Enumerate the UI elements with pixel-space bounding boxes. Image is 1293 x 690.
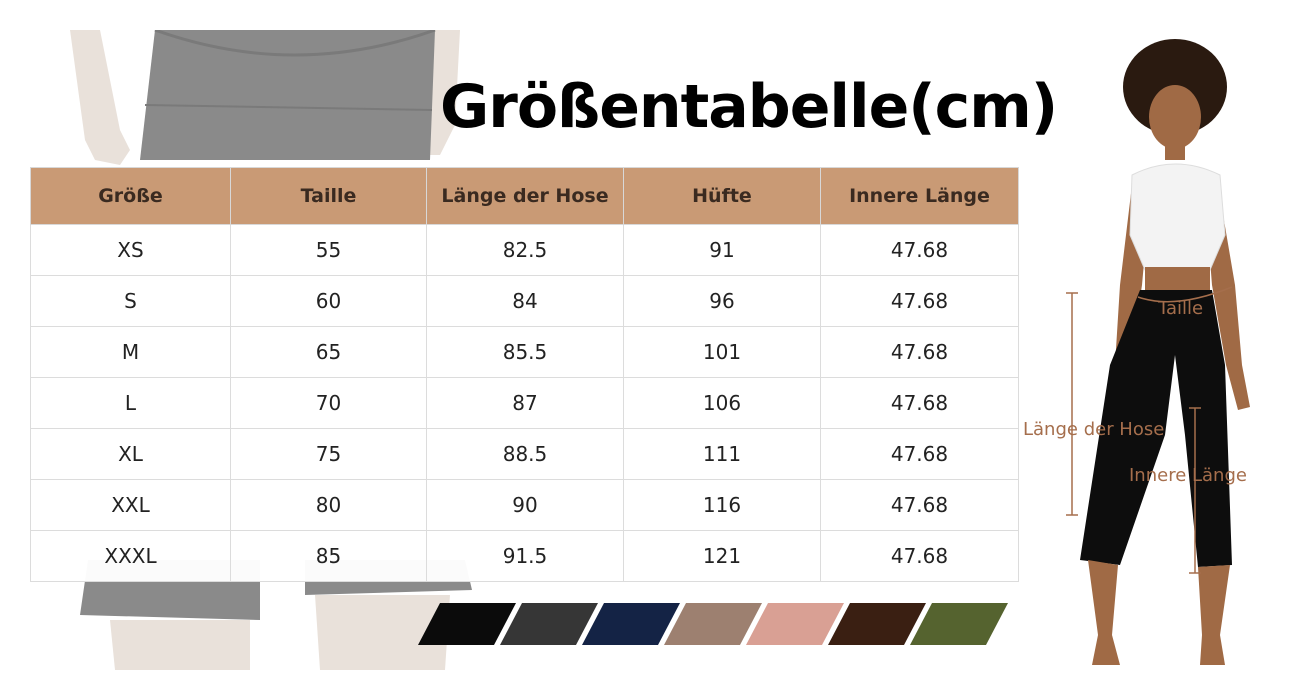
cell-waist: 60: [230, 275, 427, 327]
callout-waist: Taille: [1158, 298, 1204, 319]
cell-size: XXL: [30, 479, 231, 531]
color-swatches: [418, 603, 1008, 645]
color-swatch: [746, 603, 844, 645]
cell-inseam: 47.68: [820, 479, 1019, 531]
table-row: S 60 84 96 47.68: [30, 275, 1019, 327]
cell-waist: 80: [230, 479, 427, 531]
cell-waist: 55: [230, 224, 427, 276]
cell-size: XS: [30, 224, 231, 276]
cell-hip: 121: [623, 530, 821, 582]
black-pants-shape: [1080, 290, 1232, 567]
color-swatch: [910, 603, 1008, 645]
table-row: XS 55 82.5 91 47.68: [30, 224, 1019, 276]
cell-hip: 101: [623, 326, 821, 378]
cell-pants-length: 84: [426, 275, 624, 327]
cell-pants-length: 90: [426, 479, 624, 531]
cell-inseam: 47.68: [820, 530, 1019, 582]
color-swatch: [828, 603, 926, 645]
header-waist: Taille: [230, 167, 427, 225]
cell-waist: 75: [230, 428, 427, 480]
color-swatch: [500, 603, 598, 645]
cell-hip: 111: [623, 428, 821, 480]
cell-size: M: [30, 326, 231, 378]
cell-waist: 65: [230, 326, 427, 378]
table-header-row: Größe Taille Länge der Hose Hüfte Innere…: [30, 167, 1019, 225]
table-row: M 65 85.5 101 47.68: [30, 326, 1019, 378]
left-hand-shape: [70, 30, 130, 165]
cell-pants-length: 91.5: [426, 530, 624, 582]
cell-hip: 96: [623, 275, 821, 327]
table-row: L 70 87 106 47.68: [30, 377, 1019, 429]
header-size: Größe: [30, 167, 231, 225]
cell-size: S: [30, 275, 231, 327]
model-image: [1066, 39, 1250, 665]
cell-waist: 70: [230, 377, 427, 429]
cell-size: XL: [30, 428, 231, 480]
table-row: XXXL 85 91.5 121 47.68: [30, 530, 1019, 582]
cell-inseam: 47.68: [820, 224, 1019, 276]
size-chart-table: Größe Taille Länge der Hose Hüfte Innere…: [30, 167, 1019, 582]
header-hip: Hüfte: [623, 167, 821, 225]
page-title: Größentabelle(cm): [440, 72, 1058, 142]
cell-inseam: 47.68: [820, 377, 1019, 429]
cell-size: XXXL: [30, 530, 231, 582]
table-row: XXL 80 90 116 47.68: [30, 479, 1019, 531]
header-pants-length: Länge der Hose: [426, 167, 624, 225]
waist-arrow: [1137, 286, 1233, 303]
background-pants-image: [70, 30, 472, 670]
cell-waist: 85: [230, 530, 427, 582]
cell-pants-length: 82.5: [426, 224, 624, 276]
callout-inseam: Innere Länge: [1129, 465, 1247, 486]
callout-pants-length: Länge der Hose: [1023, 419, 1165, 440]
table-row: XL 75 88.5 111 47.68: [30, 428, 1019, 480]
cell-inseam: 47.68: [820, 275, 1019, 327]
crop-top-shape: [1129, 163, 1226, 271]
cell-hip: 106: [623, 377, 821, 429]
cell-inseam: 47.68: [820, 428, 1019, 480]
cell-pants-length: 85.5: [426, 326, 624, 378]
color-swatch: [664, 603, 762, 645]
cell-size: L: [30, 377, 231, 429]
cell-hip: 91: [623, 224, 821, 276]
pants-upper-shape: [140, 30, 435, 160]
cell-inseam: 47.68: [820, 326, 1019, 378]
color-swatch: [418, 603, 516, 645]
cell-pants-length: 88.5: [426, 428, 624, 480]
cell-hip: 116: [623, 479, 821, 531]
cell-pants-length: 87: [426, 377, 624, 429]
header-inseam: Innere Länge: [820, 167, 1019, 225]
color-swatch: [582, 603, 680, 645]
